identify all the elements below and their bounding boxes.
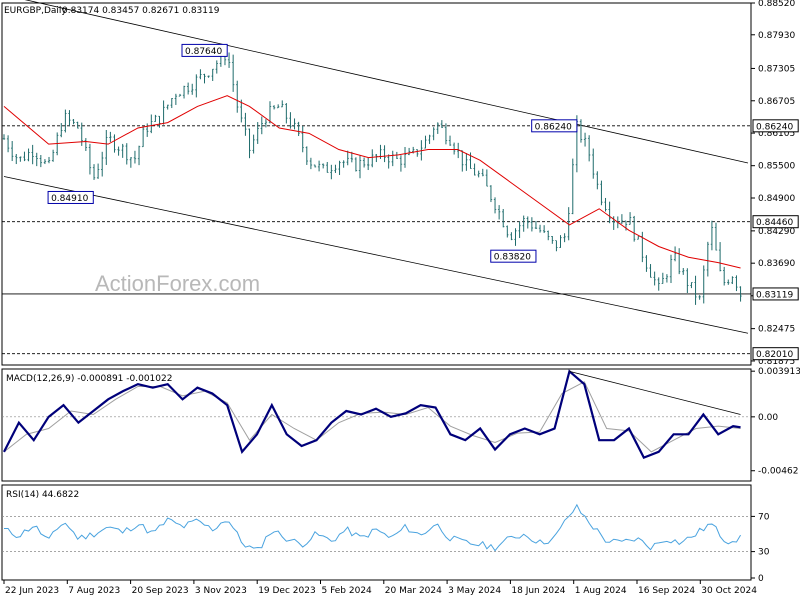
trend-channel (3, 0, 749, 334)
rsi-tick-label: 70 (758, 512, 770, 522)
macd-header: MACD(12,26,9) -0.000891 -0.001022 (6, 374, 172, 384)
price-tick-label: 0.84900 (758, 194, 795, 204)
x-tick-label: 3 May 2024 (448, 586, 501, 596)
rsi-tick-label: 30 (758, 548, 770, 558)
price-tick-label: 0.87930 (758, 31, 795, 41)
price-tick-label: 0.83690 (758, 259, 795, 269)
price-annotations: 0.87640 0.84910 0.86240 0.83820 (47, 43, 578, 263)
rsi-y-axis: 70 30 0 (2, 512, 770, 584)
price-tick-label: 0.87305 (758, 64, 795, 74)
price-tick-label: 0.82475 (758, 325, 795, 335)
annotation-label: 0.87640 (185, 47, 222, 57)
level-label-box (752, 347, 799, 361)
annotation-label: 0.83820 (494, 253, 531, 263)
macd-series (3, 369, 741, 460)
x-tick-label: 3 Nov 2023 (195, 586, 247, 596)
channel-lower (3, 176, 749, 334)
watermark: ActionForex.com (95, 271, 260, 296)
x-tick-label: 18 Jun 2024 (511, 586, 565, 596)
price-series (2, 45, 742, 305)
x-axis: 22 Jun 2023 7 Aug 2023 20 Sep 2023 3 Nov 20… (3, 580, 757, 596)
level-label: 0.84460 (756, 218, 793, 228)
rsi-series (3, 503, 741, 552)
moving-average-line (3, 95, 741, 269)
macd-y-axis: 0.003913 0.00 -0.00462 (2, 367, 800, 477)
annotation-box (531, 119, 578, 133)
price-tick-label: 0.84290 (758, 227, 795, 237)
x-tick-label: 30 Oct 2024 (701, 586, 757, 596)
level-label-box (752, 287, 799, 301)
annotation-box (181, 43, 228, 57)
price-y-axis: 0.88520 0.87930 0.87305 0.86705 0.86105 0.855… (751, 0, 795, 367)
rsi-tick-label: 0 (758, 574, 764, 584)
channel-upper (24, 0, 749, 164)
x-tick-label: 20 Sep 2023 (132, 586, 189, 596)
price-ohlc-readout: 0.83174 0.83457 0.82671 0.83119 (62, 6, 220, 16)
price-header: EURGBP,Daily (4, 6, 67, 16)
rsi-pane (1, 484, 752, 581)
x-tick-label: 16 Sep 2024 (638, 586, 695, 596)
level-label-box (752, 119, 799, 133)
macd-tick-label: -0.00462 (758, 467, 798, 477)
price-tick-label: 0.85500 (758, 162, 795, 172)
annotation-box (47, 190, 94, 204)
rsi-line (3, 503, 741, 552)
price-tick-label: 0.81875 (758, 357, 795, 367)
highlighted-levels: 0.86240 0.84460 0.83119 0.82010 (2, 119, 799, 361)
level-label: 0.86240 (756, 122, 793, 132)
annotation-label: 0.86240 (535, 122, 572, 132)
x-tick-label: 5 Feb 2024 (322, 586, 373, 596)
level-label-box (752, 215, 799, 229)
macd-pane (1, 368, 752, 482)
moving-average (3, 95, 741, 269)
annotation-box (490, 249, 537, 263)
price-pane (1, 2, 752, 366)
annotation-label: 0.84910 (51, 194, 88, 204)
macd-tick-label: 0.00 (758, 413, 778, 423)
x-tick-label: 1 Aug 2024 (575, 586, 627, 596)
x-tick-label: 19 Dec 2023 (258, 586, 316, 596)
macd-tick-label: 0.003913 (758, 367, 800, 377)
x-tick-label: 20 Mar 2024 (385, 586, 442, 596)
price-tick-label: 0.86705 (758, 97, 795, 107)
macd-line (3, 369, 741, 460)
macd-trendline (569, 370, 741, 415)
level-label: 0.82010 (756, 350, 793, 360)
level-label: 0.83119 (756, 290, 793, 300)
rsi-header: RSI(14) 44.6822 (6, 490, 79, 500)
x-tick-label: 22 Jun 2023 (5, 586, 59, 596)
macd-signal-line (3, 381, 741, 453)
x-tick-label: 7 Aug 2023 (68, 586, 120, 596)
price-tick-label: 0.88520 (758, 0, 795, 9)
price-tick-label: 0.86105 (758, 129, 795, 139)
